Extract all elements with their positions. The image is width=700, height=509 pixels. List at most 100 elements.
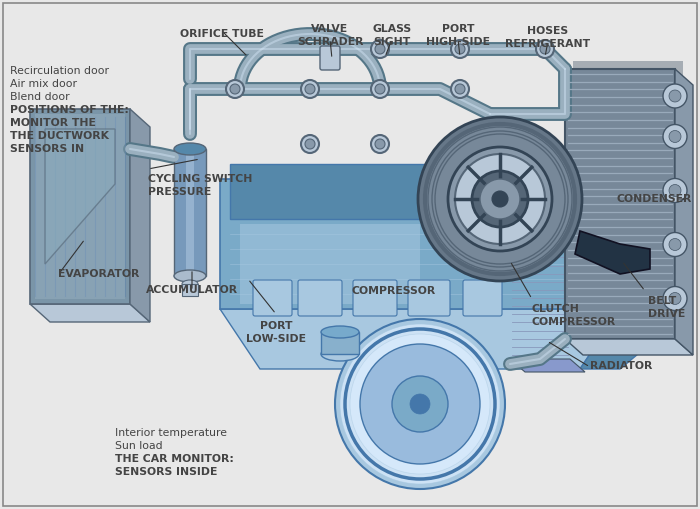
Circle shape (451, 40, 469, 58)
Ellipse shape (174, 270, 206, 282)
Polygon shape (30, 304, 150, 322)
Polygon shape (580, 309, 650, 369)
Circle shape (448, 147, 552, 251)
Text: POSITIONS OF THE:: POSITIONS OF THE: (10, 105, 129, 115)
Circle shape (455, 154, 545, 244)
Circle shape (663, 125, 687, 149)
Bar (35, 114, 125, 299)
Circle shape (669, 90, 681, 102)
Bar (510, 229, 570, 359)
Circle shape (371, 135, 389, 153)
Bar (174, 149, 206, 276)
Circle shape (669, 293, 681, 304)
Ellipse shape (321, 347, 359, 361)
Circle shape (230, 84, 240, 94)
Circle shape (663, 179, 687, 203)
Circle shape (425, 124, 575, 274)
Polygon shape (620, 179, 650, 309)
Text: SENSORS IN: SENSORS IN (10, 144, 84, 154)
Circle shape (536, 40, 554, 58)
Ellipse shape (321, 326, 359, 338)
Text: PORT: PORT (260, 321, 293, 331)
Ellipse shape (182, 280, 198, 288)
Bar (565, 69, 675, 339)
Polygon shape (575, 231, 650, 274)
Circle shape (301, 80, 319, 98)
Circle shape (371, 80, 389, 98)
Circle shape (492, 191, 508, 207)
Circle shape (375, 139, 385, 149)
Circle shape (663, 287, 687, 310)
Text: HIGH-SIDE: HIGH-SIDE (426, 37, 490, 47)
Circle shape (540, 44, 550, 54)
Circle shape (480, 179, 520, 219)
Bar (240, 224, 420, 304)
FancyBboxPatch shape (408, 280, 450, 316)
Bar (182, 284, 198, 296)
Polygon shape (510, 359, 585, 372)
Text: EVAPORATOR: EVAPORATOR (58, 269, 139, 279)
Text: Sun load: Sun load (115, 441, 162, 451)
Circle shape (451, 80, 469, 98)
FancyBboxPatch shape (298, 280, 342, 316)
FancyBboxPatch shape (253, 280, 292, 316)
Polygon shape (130, 109, 150, 322)
Text: THE DUCTWORK: THE DUCTWORK (10, 131, 109, 141)
Text: SIGHT: SIGHT (373, 37, 411, 47)
Polygon shape (565, 339, 693, 355)
Text: CLUTCH: CLUTCH (532, 304, 580, 314)
Text: PRESSURE: PRESSURE (148, 187, 211, 197)
Circle shape (335, 319, 505, 489)
Circle shape (663, 233, 687, 257)
Text: SENSORS INSIDE: SENSORS INSIDE (115, 467, 218, 477)
Circle shape (360, 344, 480, 464)
Text: RADIATOR: RADIATOR (590, 361, 652, 371)
Bar (573, 61, 683, 331)
Circle shape (371, 40, 389, 58)
Circle shape (301, 135, 319, 153)
Text: BELT: BELT (648, 296, 676, 306)
Circle shape (669, 184, 681, 196)
Text: MONITOR THE: MONITOR THE (10, 118, 96, 128)
Circle shape (472, 171, 528, 227)
Bar (30, 109, 130, 304)
FancyBboxPatch shape (320, 46, 340, 70)
Text: HOSES: HOSES (527, 26, 568, 36)
Circle shape (350, 334, 490, 474)
Polygon shape (220, 309, 620, 369)
FancyBboxPatch shape (353, 280, 397, 316)
Bar (321, 332, 359, 354)
Text: GLASS: GLASS (372, 24, 412, 34)
Circle shape (375, 84, 385, 94)
Text: VALVE: VALVE (312, 24, 349, 34)
Bar (220, 179, 620, 309)
Text: Air mix door: Air mix door (10, 79, 77, 89)
Text: Recirculation door: Recirculation door (10, 66, 109, 76)
Text: COMPRESSOR: COMPRESSOR (532, 317, 616, 327)
Circle shape (410, 394, 430, 414)
Circle shape (669, 239, 681, 250)
Text: Blend door: Blend door (10, 92, 69, 102)
Text: ACCUMULATOR: ACCUMULATOR (146, 285, 238, 295)
Bar (230, 164, 610, 219)
Circle shape (375, 44, 385, 54)
Text: LOW-SIDE: LOW-SIDE (246, 334, 306, 344)
Text: COMPRESSOR: COMPRESSOR (352, 286, 436, 296)
Circle shape (305, 139, 315, 149)
Text: CONDENSER: CONDENSER (617, 194, 692, 204)
Circle shape (455, 84, 465, 94)
Text: ORIFICE TUBE: ORIFICE TUBE (180, 29, 264, 39)
Text: REFRIGERANT: REFRIGERANT (505, 39, 591, 49)
Text: CYCLING SWITCH: CYCLING SWITCH (148, 174, 253, 184)
Ellipse shape (174, 143, 206, 155)
Circle shape (340, 324, 500, 484)
Polygon shape (675, 69, 693, 355)
Text: PORT: PORT (442, 24, 475, 34)
FancyBboxPatch shape (463, 280, 502, 316)
Text: DRIVE: DRIVE (648, 309, 685, 319)
Circle shape (305, 84, 315, 94)
Bar (186, 149, 194, 276)
Text: SCHRADER: SCHRADER (297, 37, 363, 47)
Text: Interior temperature: Interior temperature (115, 428, 227, 438)
Polygon shape (45, 129, 115, 264)
